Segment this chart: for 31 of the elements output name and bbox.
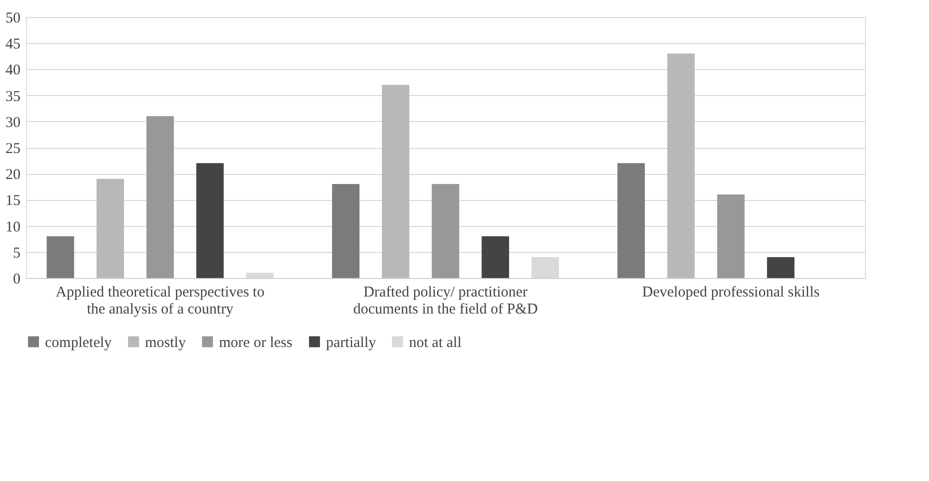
bar <box>382 84 410 278</box>
bar <box>667 54 695 278</box>
legend-label: more or less <box>219 334 292 351</box>
legend-label: partially <box>326 334 376 351</box>
x-tick-label: Applied theoretical perspectives to the analysis of a country <box>56 284 264 318</box>
y-tick-label: 40 <box>6 62 20 79</box>
bar <box>432 184 460 278</box>
bar <box>196 163 224 278</box>
y-tick-label: 30 <box>6 114 20 131</box>
bar <box>617 163 645 278</box>
y-tick-label: 45 <box>6 36 20 53</box>
bar <box>332 184 360 278</box>
y-tick-label: 50 <box>6 10 20 26</box>
bar <box>96 178 124 278</box>
y-tick-label: 0 <box>13 272 20 288</box>
bar <box>482 236 510 278</box>
y-tick-label: 15 <box>6 193 20 210</box>
bar <box>767 257 794 278</box>
y-tick-label: 35 <box>6 88 20 105</box>
legend-label: completely <box>45 334 112 351</box>
legend-label: not at all <box>409 334 462 351</box>
y-tick-label: 25 <box>6 141 20 157</box>
bar <box>146 116 174 278</box>
y-tick-label: 10 <box>6 219 20 236</box>
bar <box>46 236 74 278</box>
legend-label: mostly <box>145 334 186 351</box>
bar <box>717 194 745 278</box>
y-tick-label: 20 <box>6 167 20 184</box>
x-tick-label: Drafted policy/ practitioner documents in the field of P&D <box>353 284 538 318</box>
y-tick-label: 5 <box>13 245 20 262</box>
x-tick-label: Developed professional skills <box>642 284 820 300</box>
